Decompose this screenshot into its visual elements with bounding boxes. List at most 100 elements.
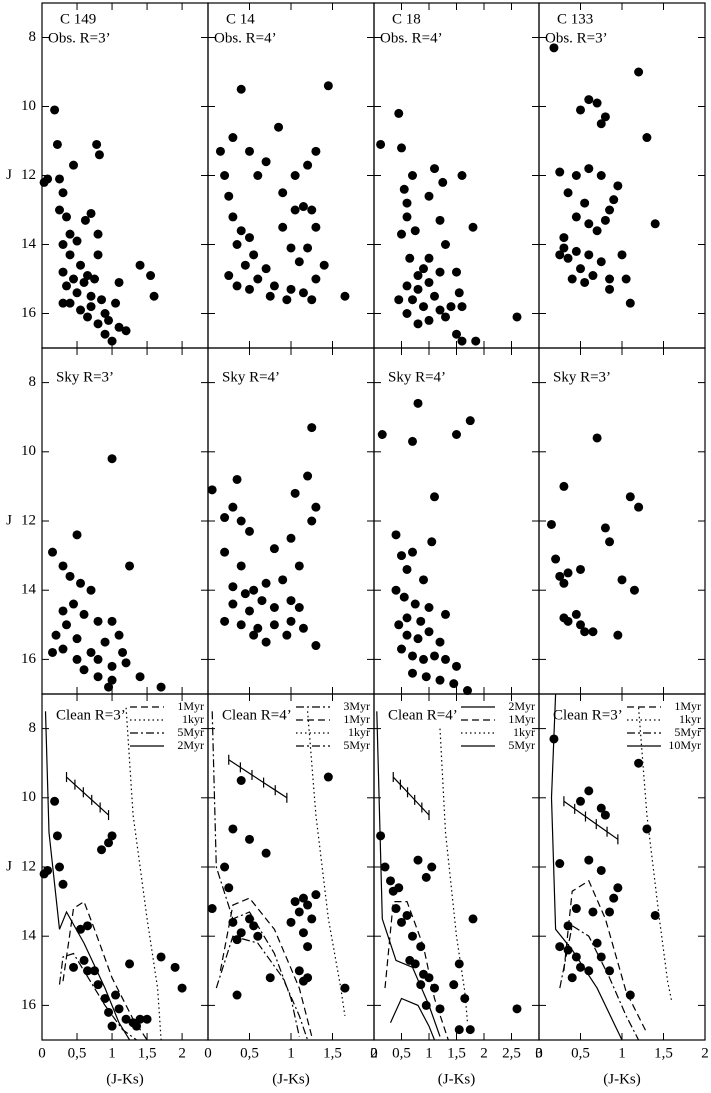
star-point [311, 146, 321, 156]
star-point [421, 872, 431, 882]
star-point [380, 862, 390, 872]
star-point [72, 288, 82, 298]
panel-title: Sky R=4’ [222, 369, 280, 385]
y-tick-label: 12 [21, 167, 36, 183]
star-point [55, 174, 65, 184]
star-point [559, 243, 569, 253]
x-tick-label: 2 [178, 1045, 186, 1061]
star-point [79, 609, 89, 619]
star-point [52, 831, 62, 841]
star-point [563, 921, 573, 931]
star-point [294, 561, 304, 571]
legend-label: 1kyr [679, 712, 701, 726]
y-axis-label: J [6, 167, 12, 183]
x-tick-label: 2 [701, 1045, 709, 1061]
star-point [236, 928, 246, 938]
star-point [408, 295, 417, 305]
star-point [232, 240, 242, 249]
star-point [413, 319, 423, 329]
star-point [419, 575, 428, 585]
star-point [596, 119, 606, 129]
star-point [253, 623, 263, 633]
star-point [399, 592, 409, 602]
star-point [170, 962, 180, 972]
x-tick-label: 0,5 [68, 1045, 87, 1061]
isochrone [376, 711, 441, 1037]
star-point [576, 564, 585, 574]
star-point [419, 654, 428, 664]
star-point [311, 502, 321, 512]
x-tick-label: 0,5 [392, 1045, 411, 1061]
x-tick-label: 1 [425, 1045, 433, 1061]
x-tick-label: 1,5 [654, 1045, 673, 1061]
star-point [236, 516, 246, 526]
star-point [107, 454, 117, 464]
star-point [146, 271, 156, 281]
star-point [286, 243, 296, 253]
star-point [402, 910, 412, 920]
star-point [555, 859, 565, 869]
isochrone [215, 935, 309, 1041]
star-point [465, 416, 475, 426]
star-point [605, 205, 615, 215]
star-point [394, 108, 404, 118]
star-point [79, 665, 89, 675]
star-point [76, 260, 86, 270]
star-point [76, 924, 86, 934]
star-point [290, 171, 300, 180]
isochrone [384, 901, 449, 1041]
star-point [617, 250, 627, 260]
star-point [559, 233, 569, 243]
star-point [104, 838, 114, 848]
legend-label: 1kyr [348, 725, 370, 739]
legend-label: 1Myr [343, 712, 370, 726]
star-point [240, 260, 250, 270]
y-tick-label: 12 [21, 512, 36, 528]
star-point [588, 907, 598, 917]
star-point [107, 336, 117, 346]
star-point [449, 980, 459, 990]
panel-title: Sky R=4’ [388, 369, 446, 385]
star-point [435, 305, 445, 315]
isochrone [307, 711, 346, 1016]
star-point [278, 188, 288, 198]
star-point [290, 205, 300, 215]
star-point [563, 253, 573, 263]
star-point [58, 188, 68, 198]
star-point [135, 1014, 145, 1024]
star-point [290, 488, 300, 498]
star-point [274, 122, 284, 132]
star-point [72, 530, 82, 540]
star-point [261, 157, 271, 167]
star-point [90, 966, 100, 976]
x-tick-label: 1,5 [447, 1045, 466, 1061]
star-point [93, 654, 103, 664]
panel-title: C 14 [226, 11, 255, 27]
star-point [290, 897, 300, 907]
panel-title: Sky R=3’ [553, 369, 611, 385]
panel-title: C 149 [60, 11, 96, 27]
star-point [413, 398, 423, 408]
star-point [100, 993, 110, 1003]
star-point [584, 95, 594, 105]
star-point [454, 288, 464, 298]
isochrone [219, 897, 313, 1037]
star-point [86, 291, 96, 301]
x-tick-label: 0 [370, 1045, 378, 1061]
star-point [107, 675, 117, 685]
star-point [83, 271, 93, 281]
star-point [261, 848, 271, 858]
star-point [397, 917, 406, 927]
star-point [588, 271, 598, 281]
y-tick-label: 8 [29, 374, 37, 390]
star-point [50, 796, 60, 806]
star-point [413, 284, 423, 294]
star-point [311, 641, 321, 651]
star-point [269, 281, 279, 291]
star-point [446, 302, 456, 312]
star-point [232, 474, 242, 484]
star-point [111, 990, 121, 1000]
star-point [405, 955, 415, 965]
star-point [613, 630, 623, 640]
